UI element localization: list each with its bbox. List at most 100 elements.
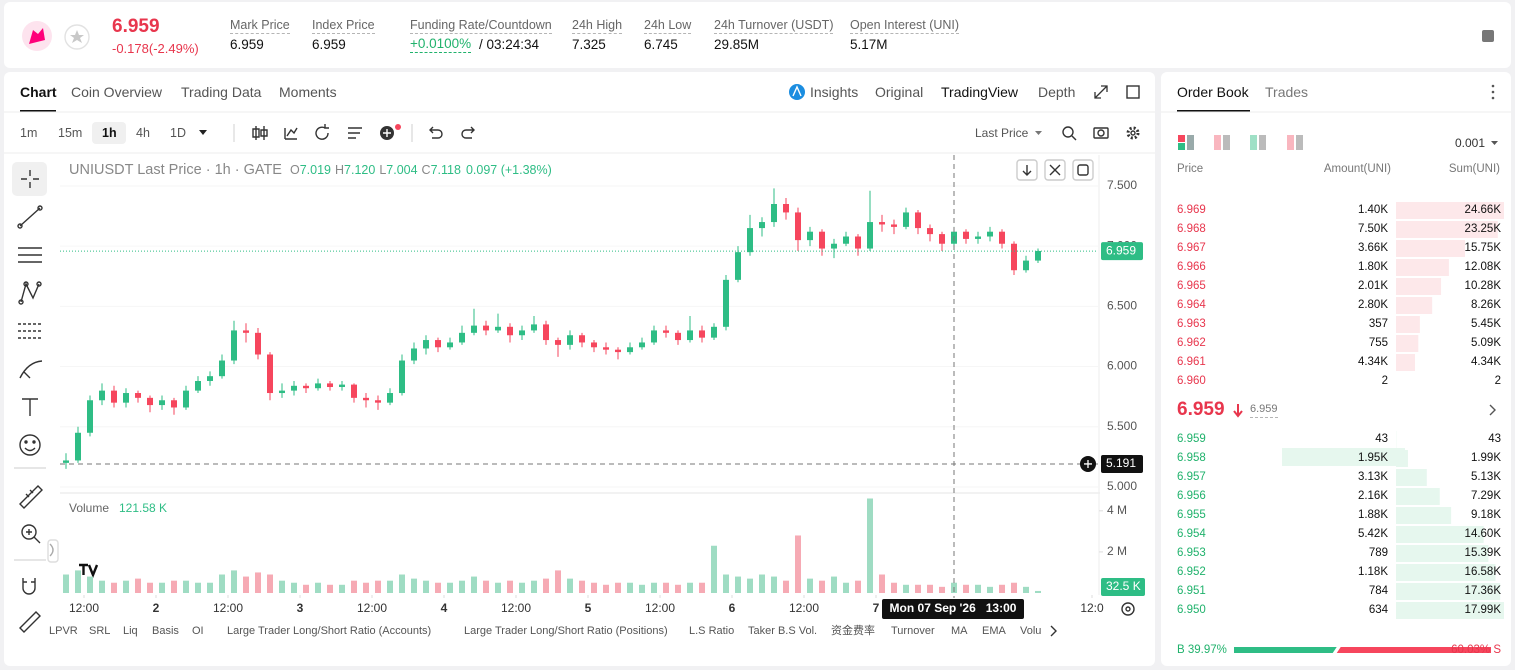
ob-price: 6.966 [1177, 261, 1206, 273]
sell-ratio: 60.03% S [1451, 644, 1501, 656]
volume-bar [927, 584, 933, 593]
y-tick-label: 6.000 [1107, 359, 1137, 373]
indicator[interactable]: SRL [89, 625, 111, 637]
ob-amount: 3.66K [1357, 242, 1388, 254]
indicator[interactable]: OI [192, 625, 204, 637]
candle-body [531, 324, 537, 331]
candle-body [459, 332, 465, 343]
indicator[interactable]: EMA [982, 625, 1006, 637]
candle-body [507, 326, 513, 336]
indicator[interactable]: Liq [123, 625, 138, 637]
ob-amount: 1.80K [1357, 261, 1388, 273]
candle-body [891, 224, 897, 227]
candle-body [579, 335, 585, 343]
candle-body [123, 393, 129, 403]
volume-bar [531, 580, 537, 593]
indicator[interactable]: Volu [1020, 625, 1042, 637]
candle-body [675, 332, 681, 341]
last-price-label: 6.959 [1106, 243, 1136, 257]
indicator[interactable]: Basis [152, 625, 179, 637]
candle-body [339, 384, 345, 388]
ob-tab[interactable]: Trades [1265, 84, 1309, 100]
volume-bar [147, 582, 153, 593]
indicator[interactable]: MA [951, 625, 968, 637]
ob-price: 6.969 [1177, 204, 1206, 216]
view-tab[interactable]: TradingView [941, 84, 1019, 100]
interval[interactable]: 4h [136, 126, 150, 140]
ob-price: 6.964 [1177, 299, 1206, 311]
volume-bar [555, 570, 561, 593]
candle-body [555, 340, 561, 345]
indicator[interactable]: LPVR [49, 625, 78, 637]
volume-bar [603, 584, 609, 593]
indicator[interactable]: Turnover [891, 625, 935, 637]
candle-body [819, 231, 825, 249]
chart-tab[interactable]: Chart [20, 84, 57, 100]
candle-body [75, 432, 81, 461]
ob-header: Sum(UNI) [1448, 163, 1500, 175]
ob-sum: 8.26K [1470, 299, 1501, 311]
indicator[interactable]: Large Trader Long/Short Ratio (Accounts) [227, 625, 432, 637]
ob-sum: 1.99K [1470, 452, 1501, 464]
candle-body [855, 236, 861, 249]
candle-body [927, 228, 933, 235]
candle-body [771, 204, 777, 223]
candle-body [195, 380, 201, 391]
ob-price: 6.959 [1177, 433, 1206, 445]
sell-ratio-bar [1336, 647, 1491, 653]
indicator[interactable]: Taker B.S Vol. [748, 625, 818, 637]
crosshair-price-tag [1101, 454, 1143, 473]
chart-panel [4, 72, 1155, 666]
ob-amount: 784 [1368, 585, 1388, 597]
view-tab[interactable]: Original [875, 84, 924, 100]
interval[interactable]: 1D [170, 126, 186, 140]
volume-bar [159, 582, 165, 593]
interval[interactable]: 1m [20, 126, 38, 140]
legend-text: L [379, 163, 387, 177]
chart-tab[interactable]: Moments [279, 84, 337, 100]
volume-bar [1035, 590, 1041, 593]
stat-value: 29.85M [714, 37, 760, 52]
chart-tab[interactable]: Coin Overview [71, 84, 163, 100]
candle-body [255, 332, 261, 355]
ob-amount: 2 [1381, 375, 1388, 387]
indicator[interactable]: 资金费率 [831, 625, 875, 637]
candle-body [999, 231, 1005, 244]
ob-price: 6.953 [1177, 547, 1206, 559]
volume-bar [543, 578, 549, 593]
x-tick-label: 7 [873, 601, 880, 615]
precision[interactable]: 0.001 [1455, 136, 1486, 150]
view-tab[interactable]: Insights [810, 84, 859, 100]
candle-body [639, 342, 645, 348]
candle-body [699, 330, 705, 338]
candle-body [435, 340, 441, 348]
candle-body [147, 397, 153, 406]
volume-bar [231, 570, 237, 593]
candle-body [495, 326, 501, 331]
volume-bar [819, 580, 825, 593]
icons [4, 21, 1511, 637]
interval[interactable]: 1h [102, 126, 117, 140]
candle-body [99, 390, 105, 401]
ob-amount: 5.42K [1357, 528, 1388, 540]
ob-tab[interactable]: Order Book [1177, 84, 1249, 100]
volume-bar [75, 570, 81, 593]
view-tab[interactable]: Depth [1038, 84, 1076, 100]
indicator[interactable]: L.S Ratio [689, 625, 735, 637]
legend-text: UNIUSDT Last Price · 1h · GATE [69, 162, 282, 178]
x-tick-label: 4 [441, 601, 448, 615]
indicator[interactable]: Large Trader Long/Short Ratio (Positions… [464, 625, 668, 637]
interval[interactable]: 15m [58, 126, 83, 140]
ob-sum: 4.34K [1470, 356, 1501, 368]
volume-bar [651, 582, 657, 593]
candle-body [315, 383, 321, 389]
candle-body [135, 393, 141, 398]
volume-bar [411, 578, 417, 593]
candle-body [111, 390, 117, 403]
last-price: 6.959 [112, 16, 160, 37]
price-type[interactable]: Last Price [975, 126, 1029, 140]
chart-tab[interactable]: Trading Data [181, 84, 262, 100]
volume-bar [387, 580, 393, 593]
